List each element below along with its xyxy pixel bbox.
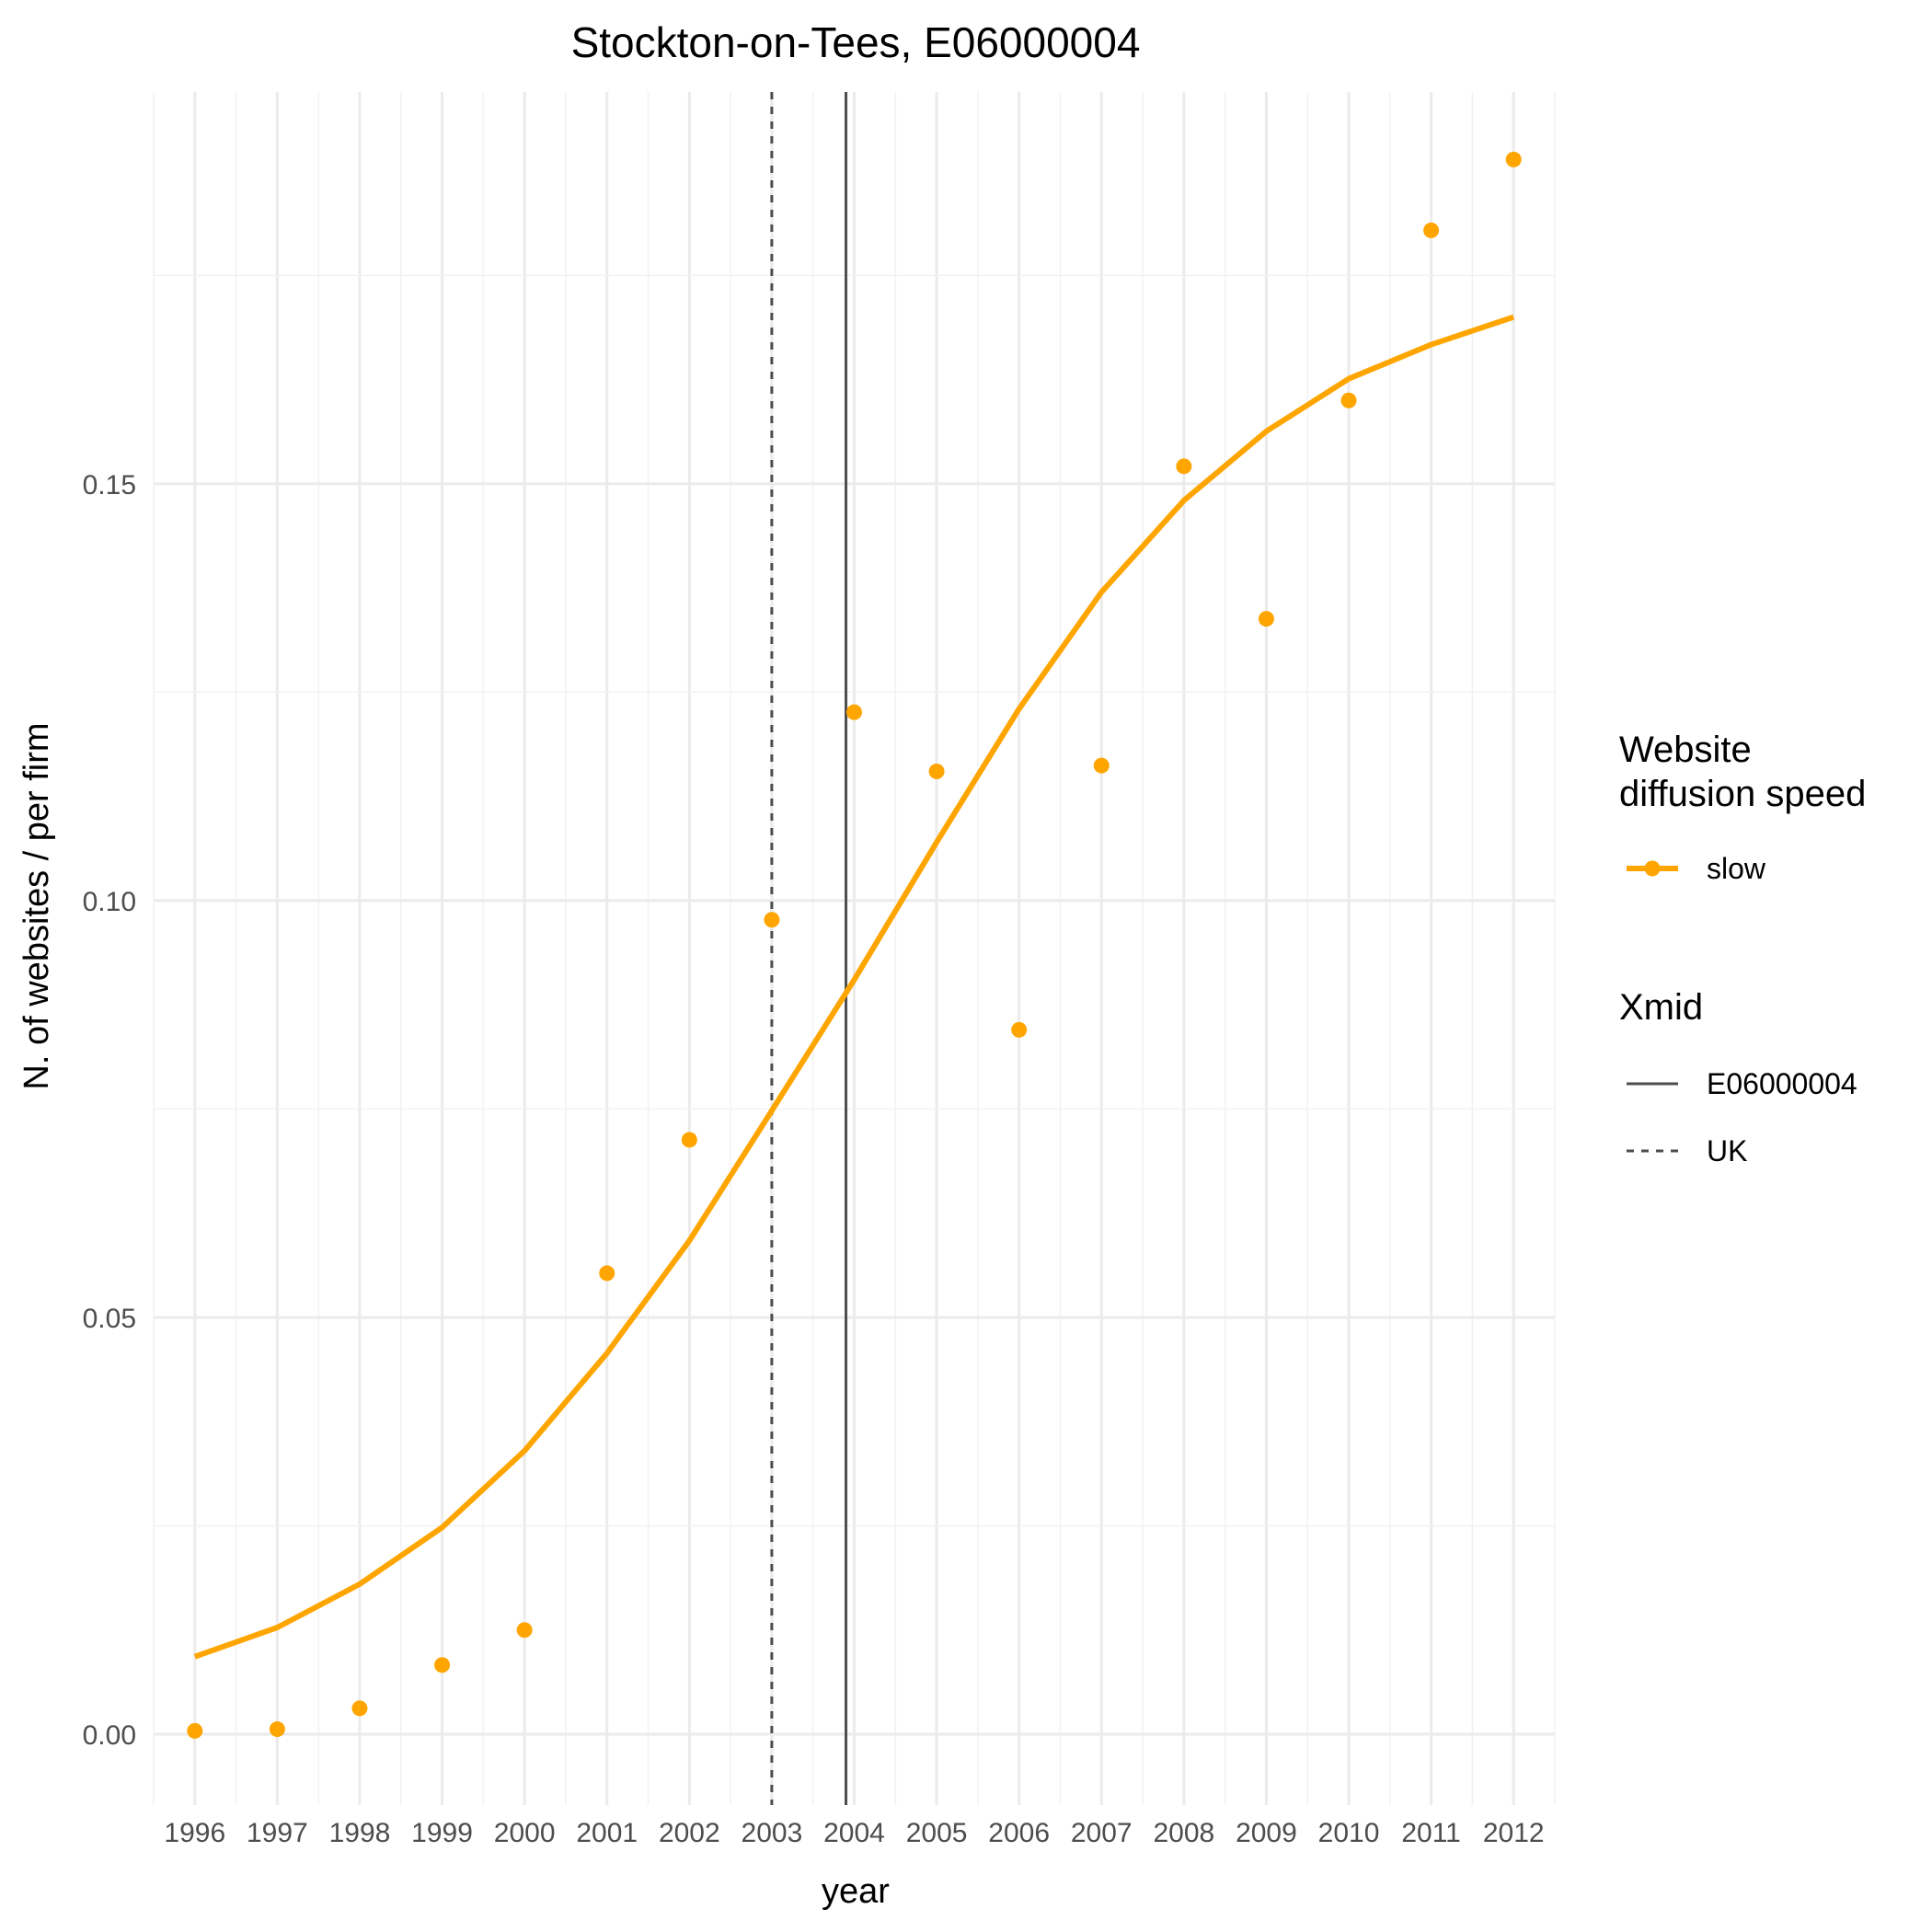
data-point-1998 [351, 1700, 368, 1717]
data-point-2004 [846, 704, 862, 720]
data-point-2008 [1176, 458, 1192, 475]
legend-label-e06000004: E06000004 [1707, 1067, 1857, 1100]
data-point-2003 [764, 912, 780, 928]
x-tick-label: 1998 [329, 1818, 391, 1848]
x-tick-label: 2003 [742, 1818, 803, 1848]
data-point-2001 [599, 1265, 615, 1282]
x-tick-label: 1999 [411, 1818, 473, 1848]
data-point-2007 [1093, 757, 1110, 774]
data-points [187, 151, 1522, 1739]
legend-label-uk: UK [1707, 1134, 1747, 1167]
x-tick-label: 2008 [1153, 1818, 1214, 1848]
x-tick-label: 1997 [247, 1818, 308, 1848]
x-tick-label: 2000 [494, 1818, 556, 1848]
reference-lines [770, 92, 848, 1805]
data-point-2006 [1011, 1021, 1028, 1038]
x-tick-label: 2002 [659, 1818, 720, 1848]
data-point-2000 [516, 1622, 533, 1639]
x-tick-label: 2011 [1401, 1818, 1461, 1848]
grid [153, 92, 1556, 1805]
y-axis-title: N. of websites / per firm [17, 722, 56, 1089]
y-tick-label: 0.05 [83, 1304, 136, 1334]
x-tick-label: 2012 [1483, 1818, 1545, 1848]
legend-title-speed: Website [1619, 730, 1752, 770]
y-tick-label: 0.15 [83, 470, 136, 500]
x-tick-label: 2004 [823, 1818, 885, 1848]
x-tick-label: 1996 [164, 1818, 225, 1848]
chart-title: Stockton-on-Tees, E06000004 [571, 18, 1141, 66]
x-axis-title: year [822, 1872, 890, 1911]
x-tick-label: 2007 [1071, 1818, 1133, 1848]
tick-labels: 1996 1997 1998 1999 2000 2001 2002 2003 2004 2005… [83, 470, 1545, 1848]
data-point-1997 [269, 1721, 285, 1738]
x-tick-label: 2006 [988, 1818, 1050, 1848]
data-point-2011 [1423, 222, 1440, 238]
fitted-curve [193, 314, 1515, 1660]
legend-title-xmid: Xmid [1619, 987, 1703, 1028]
y-tick-label: 0.00 [83, 1720, 136, 1751]
data-point-2002 [681, 1132, 697, 1148]
x-tick-label: 2005 [906, 1818, 968, 1848]
legend-label-slow: slow [1707, 852, 1766, 885]
x-tick-label: 2009 [1236, 1818, 1297, 1848]
data-point-2009 [1258, 611, 1274, 627]
data-point-1999 [434, 1657, 451, 1673]
data-point-2012 [1505, 151, 1522, 167]
x-tick-label: 2010 [1318, 1818, 1380, 1848]
data-point-2010 [1340, 392, 1357, 408]
data-point-1996 [187, 1722, 203, 1739]
legend-key-point-slow [1644, 860, 1661, 877]
series-line-slow [193, 314, 1515, 1660]
data-point-2005 [928, 763, 945, 779]
x-tick-label: 2001 [576, 1818, 638, 1848]
legend-title-speed: diffusion speed [1619, 774, 1866, 814]
y-tick-label: 0.10 [83, 887, 136, 917]
